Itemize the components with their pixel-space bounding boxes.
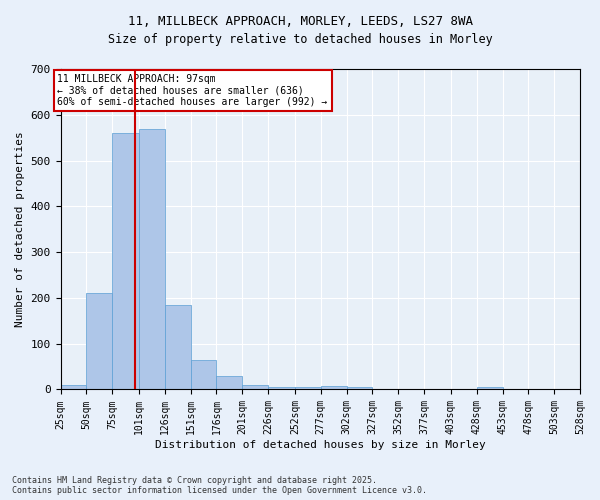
Bar	[347, 387, 373, 390]
Bar	[86, 294, 112, 390]
X-axis label: Distribution of detached houses by size in Morley: Distribution of detached houses by size …	[155, 440, 485, 450]
Bar	[295, 387, 321, 390]
Bar	[61, 385, 86, 390]
Bar	[112, 133, 139, 390]
Y-axis label: Number of detached properties: Number of detached properties	[15, 132, 25, 327]
Bar	[477, 387, 503, 390]
Bar	[191, 360, 217, 390]
Bar	[165, 305, 191, 390]
Bar	[217, 376, 242, 390]
Bar	[268, 386, 295, 390]
Text: Contains HM Land Registry data © Crown copyright and database right 2025.
Contai: Contains HM Land Registry data © Crown c…	[12, 476, 427, 495]
Bar	[242, 385, 268, 390]
Bar	[321, 386, 347, 390]
Text: 11, MILLBECK APPROACH, MORLEY, LEEDS, LS27 8WA: 11, MILLBECK APPROACH, MORLEY, LEEDS, LS…	[128, 15, 473, 28]
Text: Size of property relative to detached houses in Morley: Size of property relative to detached ho…	[107, 32, 493, 46]
Bar	[139, 128, 165, 390]
Text: 11 MILLBECK APPROACH: 97sqm
← 38% of detached houses are smaller (636)
60% of se: 11 MILLBECK APPROACH: 97sqm ← 38% of det…	[58, 74, 328, 107]
